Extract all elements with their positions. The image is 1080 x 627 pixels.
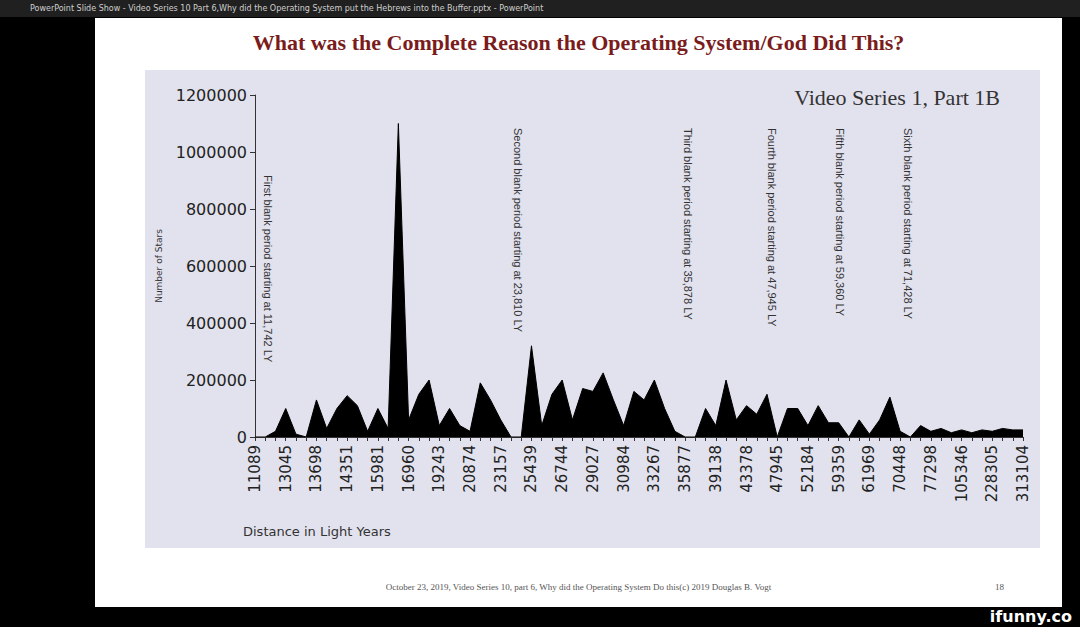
html-text:October 23, 2019, Video Series: October 23, 2019, Video Series 10, part … [385, 582, 772, 592]
svg-text:25439: 25439 [522, 445, 540, 493]
svg-text:29027: 29027 [584, 445, 602, 493]
html-text:PowerPoint Slide Show - Video: PowerPoint Slide Show - Video Series 10 … [30, 4, 544, 13]
svg-text:Sixth blank period starting at: Sixth blank period starting at 71,428 LY [902, 128, 914, 320]
svg-text:Second blank period starting a: Second blank period starting at 23,810 L… [512, 128, 524, 333]
svg-text:23157: 23157 [492, 445, 510, 493]
svg-text:19243: 19243 [430, 445, 448, 493]
svg-text:30984: 30984 [615, 445, 633, 493]
svg-text:1200000: 1200000 [176, 86, 247, 105]
svg-text:13698: 13698 [307, 445, 325, 493]
svg-text:47945: 47945 [768, 445, 786, 493]
svg-text:400000: 400000 [186, 314, 247, 333]
svg-text:15981: 15981 [369, 445, 387, 493]
svg-text:800000: 800000 [186, 200, 247, 219]
svg-text:61969: 61969 [860, 445, 878, 493]
svg-text:Fifth blank period starting at: Fifth blank period starting at 59,360 LY [834, 128, 846, 317]
svg-text:33267: 33267 [645, 445, 663, 493]
svg-text:0: 0 [237, 428, 247, 447]
svg-text:35877: 35877 [676, 445, 694, 493]
svg-text:Distance in Light Years: Distance in Light Years [243, 524, 391, 539]
svg-text:20874: 20874 [461, 445, 479, 493]
svg-text:200000: 200000 [186, 371, 247, 390]
svg-text:228305: 228305 [983, 445, 1001, 502]
html-text:ifunny.co: ifunny.co [989, 607, 1072, 626]
svg-text:1000000: 1000000 [176, 143, 247, 162]
svg-text:11089: 11089 [246, 445, 264, 493]
svg-text:105346: 105346 [953, 445, 971, 502]
svg-text:70448: 70448 [891, 445, 909, 493]
html-text:18: 18 [995, 582, 1004, 592]
svg-text:77298: 77298 [922, 445, 940, 493]
svg-text:First blank period starting at: First blank period starting at 11,742 LY [262, 175, 274, 363]
svg-text:14351: 14351 [338, 445, 356, 493]
svg-text:52184: 52184 [799, 445, 817, 493]
svg-text:Number of Stars: Number of Stars [154, 229, 164, 303]
svg-text:Fourth blank period starting a: Fourth blank period starting at 47,945 L… [766, 128, 778, 327]
svg-text:16960: 16960 [400, 445, 418, 493]
svg-text:59359: 59359 [830, 445, 848, 493]
svg-text:Third blank period starting at: Third blank period starting at 35,878 LY [682, 128, 694, 320]
svg-text:39138: 39138 [707, 445, 725, 493]
svg-text:Video Series 1, Part 1B: Video Series 1, Part 1B [794, 85, 1000, 110]
html-text:What was the Complete Reason t: What was the Complete Reason the Operati… [252, 30, 905, 55]
svg-text:26744: 26744 [553, 445, 571, 493]
svg-text:313104: 313104 [1014, 445, 1032, 502]
svg-text:43378: 43378 [738, 445, 756, 493]
svg-text:13045: 13045 [277, 445, 295, 493]
svg-text:600000: 600000 [186, 257, 247, 276]
